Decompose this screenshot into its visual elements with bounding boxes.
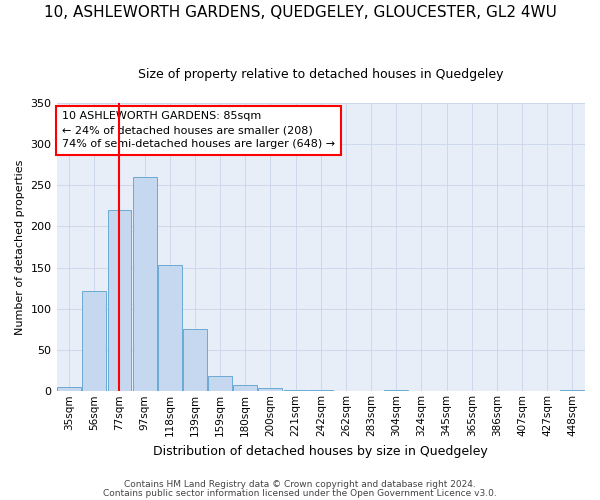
Text: 10 ASHLEWORTH GARDENS: 85sqm
← 24% of detached houses are smaller (208)
74% of s: 10 ASHLEWORTH GARDENS: 85sqm ← 24% of de…: [62, 111, 335, 149]
Bar: [208, 376, 232, 392]
Bar: [133, 177, 157, 392]
Bar: [309, 390, 333, 392]
Text: 10, ASHLEWORTH GARDENS, QUEDGELEY, GLOUCESTER, GL2 4WU: 10, ASHLEWORTH GARDENS, QUEDGELEY, GLOUC…: [44, 5, 556, 20]
Y-axis label: Number of detached properties: Number of detached properties: [15, 159, 25, 334]
Bar: [284, 390, 308, 392]
Bar: [560, 390, 584, 392]
Bar: [82, 290, 106, 392]
Bar: [57, 387, 81, 392]
Bar: [183, 330, 207, 392]
Bar: [259, 388, 283, 392]
Bar: [107, 210, 131, 392]
X-axis label: Distribution of detached houses by size in Quedgeley: Distribution of detached houses by size …: [154, 444, 488, 458]
Bar: [158, 265, 182, 392]
Text: Contains HM Land Registry data © Crown copyright and database right 2024.: Contains HM Land Registry data © Crown c…: [124, 480, 476, 489]
Title: Size of property relative to detached houses in Quedgeley: Size of property relative to detached ho…: [138, 68, 503, 80]
Bar: [385, 390, 408, 392]
Bar: [233, 384, 257, 392]
Text: Contains public sector information licensed under the Open Government Licence v3: Contains public sector information licen…: [103, 488, 497, 498]
